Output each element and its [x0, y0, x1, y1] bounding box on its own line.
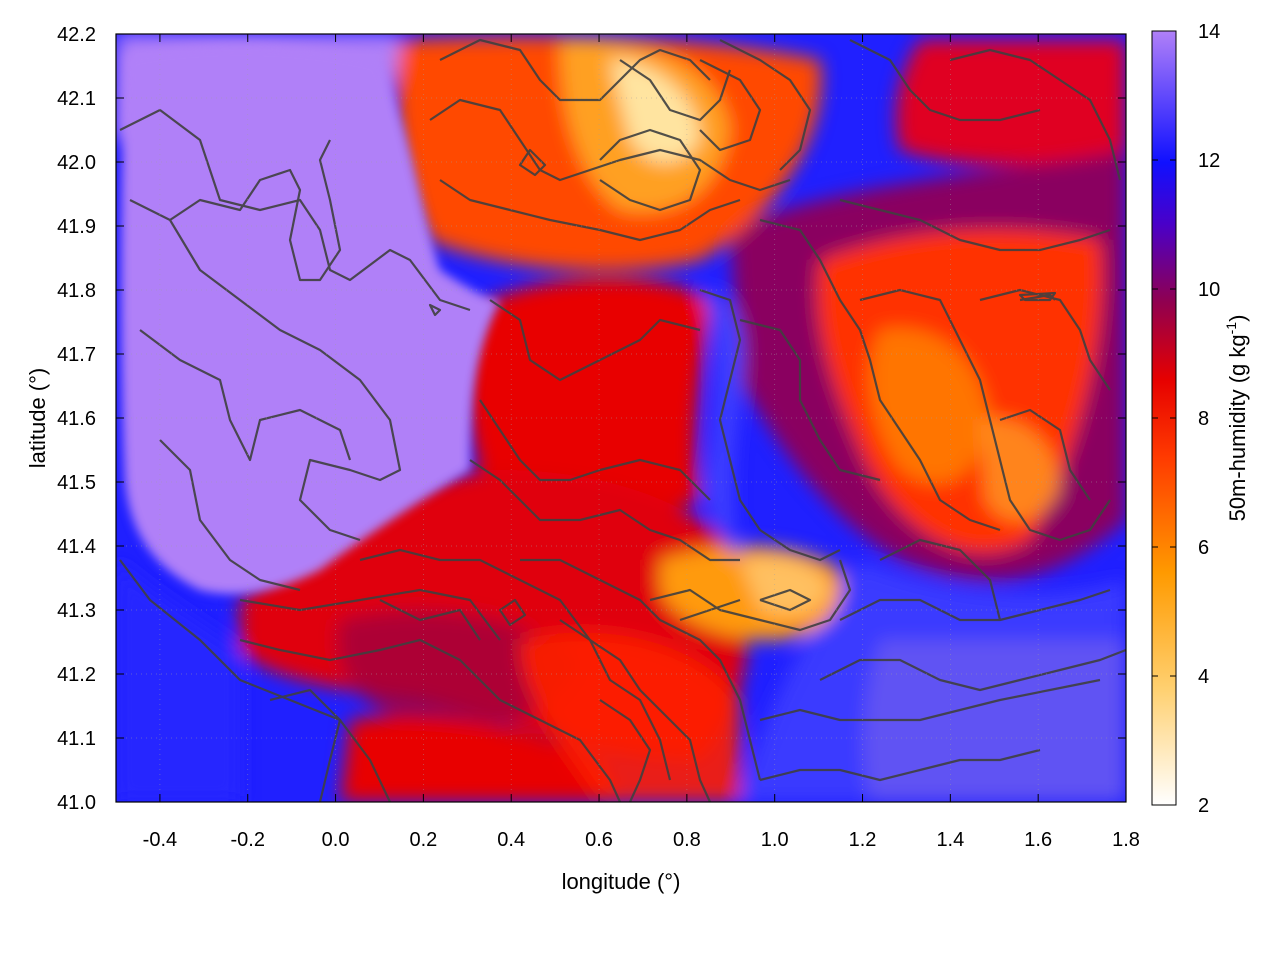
colorbar-tick-label: 8 [1198, 408, 1209, 430]
colorbar-label-main: 50m-humidity (g kg [1225, 334, 1250, 521]
y-axis: 42.2 42.1 42.0 41.9 41.8 41.7 41.6 41.5 41.4 41.3… [57, 24, 1126, 814]
y-tick-label: 41.5 [57, 472, 96, 494]
x-tick-label: -0.2 [231, 829, 265, 851]
y-tick-label: 42.1 [57, 88, 96, 110]
y-tick-label: 41.1 [57, 728, 96, 750]
colorbar-tick-label: 2 [1198, 795, 1209, 817]
x-tick-label: 1.4 [936, 829, 964, 851]
colorbar-tick-label: 4 [1198, 666, 1209, 688]
colorbar-label-superscript: -1 [1223, 322, 1239, 335]
x-tick-label: 1.2 [849, 829, 877, 851]
y-tick-label: 41.3 [57, 600, 96, 622]
x-tick-label: 0.4 [497, 829, 525, 851]
colorbar-tick-label: 6 [1198, 537, 1209, 559]
x-tick-label: 1.8 [1112, 829, 1140, 851]
y-tick-label: 41.2 [57, 664, 96, 686]
y-axis-title: latitude (°) [25, 368, 50, 469]
x-tick-label: 1.6 [1024, 829, 1052, 851]
x-tick-label: 0.6 [585, 829, 613, 851]
y-tick-label: 41.7 [57, 344, 96, 366]
y-tick-label: 42.0 [57, 152, 96, 174]
colorbar-ticks: 14 12 10 8 6 4 2 [1152, 21, 1220, 817]
y-tick-label: 42.2 [57, 24, 96, 46]
y-tick-label: 41.8 [57, 280, 96, 302]
colorbar-tick-label: 10 [1198, 279, 1220, 301]
colorbar-tick-label: 12 [1198, 150, 1220, 172]
colorbar-label-end: ) [1225, 315, 1250, 322]
colorbar: 14 12 10 8 6 4 2 50m-humidity (g kg-1) [1151, 21, 1250, 817]
y-tick-label: 41.0 [57, 792, 96, 814]
x-tick-label: 0.2 [409, 829, 437, 851]
x-axis-title: longitude (°) [562, 869, 681, 894]
y-tick-label: 41.9 [57, 216, 96, 238]
y-tick-label: 41.4 [57, 536, 96, 558]
x-tick-label: -0.4 [143, 829, 177, 851]
y-tick-label: 41.6 [57, 408, 96, 430]
x-tick-label: 0.0 [322, 829, 350, 851]
x-tick-label: 0.8 [673, 829, 701, 851]
colorbar-tick-label: 14 [1198, 21, 1220, 43]
colorbar-label: 50m-humidity (g kg-1) [1223, 315, 1250, 522]
x-tick-label: 1.0 [761, 829, 789, 851]
terrain-contours [119, 38, 1126, 802]
heatmap-field [116, 34, 1126, 802]
x-axis: -0.4 -0.2 0.0 0.2 0.4 0.6 0.8 1.0 1.2 1.4 1.6 1.8 [143, 34, 1140, 851]
